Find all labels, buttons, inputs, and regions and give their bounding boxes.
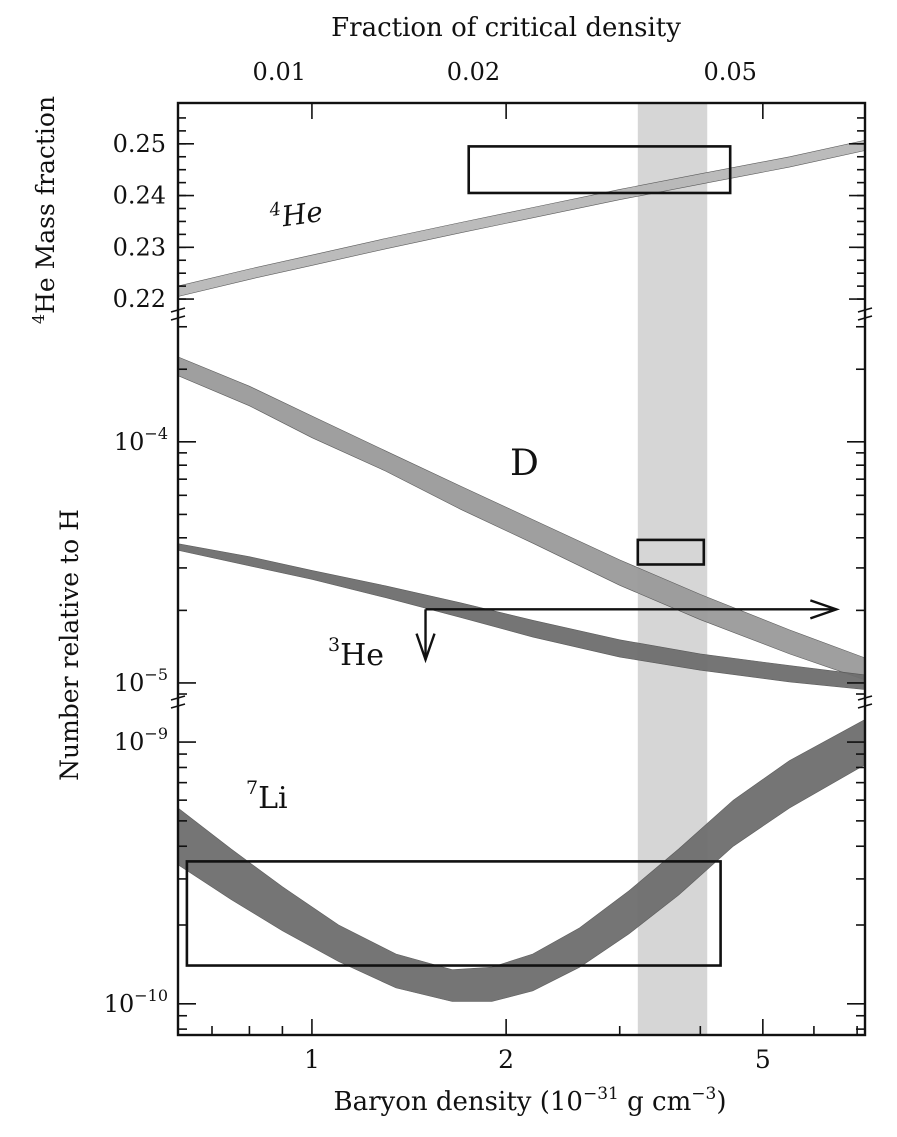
y-axis-title-lower: Number relative to H xyxy=(55,509,84,781)
x-tick-label-2: 2 xyxy=(498,1045,514,1074)
top-axis-title: Fraction of critical density xyxy=(331,13,681,43)
li7-tick-label-0: 10−9 xyxy=(114,724,168,756)
series-label-d: D xyxy=(510,443,539,484)
series-label-he4: 4He xyxy=(267,193,325,235)
top-tick-label-0.05: 0.05 xyxy=(703,58,756,86)
axis-break-1-left xyxy=(170,307,186,321)
he3-limit-arrowhead-right xyxy=(809,599,841,620)
series-label-he3: 3He xyxy=(328,634,384,673)
he4-tick-label-0.25: 0.25 xyxy=(113,130,166,158)
x-tick-label-5: 5 xyxy=(755,1045,771,1074)
axis-break-2-right xyxy=(857,695,873,709)
y-axis-title-upper: 4He Mass fraction xyxy=(29,96,60,324)
x-axis-title: Baryon density (10−31 g cm−3) xyxy=(334,1084,727,1117)
dhe3-tick-label-0: 10−4 xyxy=(114,424,168,456)
li7-observed-box xyxy=(185,860,722,967)
he4-tick-label-0.23: 0.23 xyxy=(113,233,166,261)
deuterium-observed-box xyxy=(636,538,706,566)
he3-limit-arrowhead-down xyxy=(415,633,436,664)
he4-tick-label-0.22: 0.22 xyxy=(113,285,166,313)
plot-frame xyxy=(176,101,867,1037)
top-tick-label-0.02: 0.02 xyxy=(447,58,500,86)
x-tick-label-1: 1 xyxy=(304,1045,320,1074)
dhe3-tick-label-1: 10−5 xyxy=(114,665,168,697)
axis-break-2-left xyxy=(170,695,186,709)
li7-tick-label-1: 10−10 xyxy=(104,986,168,1018)
he4-observed-box xyxy=(467,145,732,195)
series-he3-band xyxy=(177,543,866,690)
he4-tick-label-0.24: 0.24 xyxy=(113,182,166,210)
series-label-li7: 7Li xyxy=(246,777,288,816)
top-tick-label-0.01: 0.01 xyxy=(253,58,306,86)
axis-break-1-right xyxy=(857,307,873,321)
